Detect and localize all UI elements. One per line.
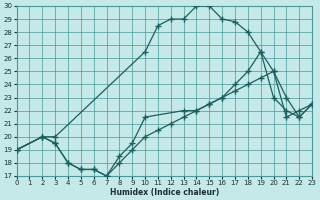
X-axis label: Humidex (Indice chaleur): Humidex (Indice chaleur) [110,188,219,197]
